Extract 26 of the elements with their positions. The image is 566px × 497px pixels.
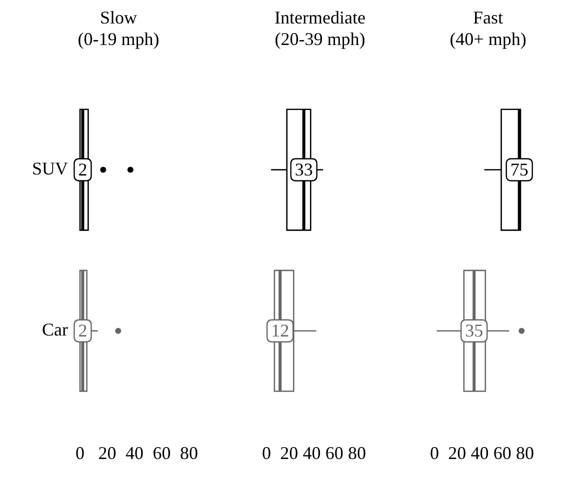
x-tick-label: 0 <box>430 442 439 463</box>
y-tick-label: SUV <box>32 158 68 178</box>
x-tick-label: 40 <box>302 442 321 463</box>
x-tick-label: 20 <box>98 442 116 463</box>
x-tick-label: 40 <box>126 442 144 463</box>
x-tick-label: 40 <box>470 442 489 463</box>
x-tick-label: 60 <box>325 442 344 463</box>
chart-title: Slow (0-19 mph) <box>78 8 160 50</box>
x-tick-label: 20 <box>448 442 466 463</box>
x-tick-label: 80 <box>516 442 534 463</box>
annotation: 12 <box>271 320 290 341</box>
x-tick-label: 80 <box>348 442 366 463</box>
annotation: 2 <box>78 159 88 180</box>
x-tick-label: 60 <box>493 442 512 463</box>
chart-title: Fast (40+ mph) <box>450 8 526 50</box>
chart-title: Intermediate (20-39 mph) <box>274 8 366 50</box>
y-tick-label: Car <box>42 320 68 340</box>
x-tick-label: 60 <box>152 442 171 463</box>
annotation: 75 <box>510 159 528 180</box>
x-tick-label: 0 <box>76 442 85 463</box>
annotation: 2 <box>78 320 88 341</box>
x-tick-label: 20 <box>280 442 298 463</box>
x-tick-label: 80 <box>180 442 198 463</box>
annotation: 35 <box>465 320 484 341</box>
x-tick-label: 0 <box>262 442 271 463</box>
annotation: 33 <box>294 159 313 180</box>
